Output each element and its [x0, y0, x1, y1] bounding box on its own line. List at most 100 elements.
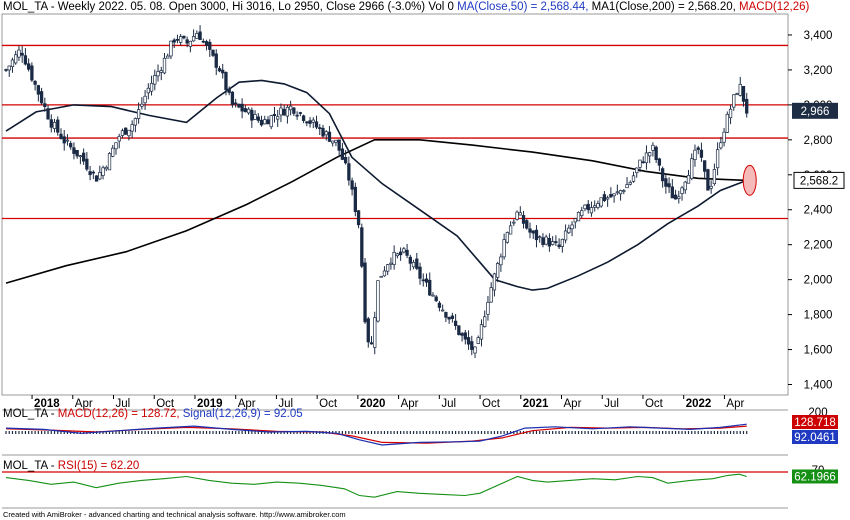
candle-body	[124, 127, 128, 135]
header-info: - Weekly 2022. 05. 08. Open 3000, Hi 301…	[47, 1, 458, 13]
macd-symbol: MOL_TA	[3, 408, 48, 420]
y-tick-label: 2,200	[804, 240, 833, 252]
macd-histogram-bar	[108, 431, 111, 434]
macd-histogram-bar	[678, 431, 680, 434]
x-tick-label: Jul	[604, 398, 619, 410]
candle-body	[75, 149, 79, 157]
y-tick-label: 2,400	[804, 205, 833, 217]
macd-histogram-bar	[497, 431, 499, 434]
macd-histogram-bar	[335, 431, 337, 434]
candle-body	[114, 142, 118, 150]
macd-histogram-bar	[710, 431, 712, 434]
macd-histogram-bar	[607, 431, 609, 434]
macd-histogram-bar	[380, 431, 382, 434]
candle-body	[434, 296, 438, 302]
candle-body	[56, 119, 60, 133]
ma50-path	[5, 79, 747, 291]
macd-histogram-bar	[205, 431, 208, 434]
macd-histogram-bar	[542, 431, 544, 434]
ma-value-label: 2,568.2	[800, 175, 838, 187]
macd-histogram-bar	[435, 431, 437, 434]
macd-histogram-bar	[312, 431, 314, 434]
macd-histogram-bar	[700, 431, 703, 434]
candle-body	[227, 88, 231, 93]
candle-body	[505, 232, 510, 243]
candle-body	[550, 241, 555, 245]
x-tick-label: 2019	[197, 398, 223, 410]
candle-body	[402, 248, 406, 253]
candle-body	[217, 68, 222, 72]
candle-body	[424, 278, 429, 283]
candle-body	[599, 197, 603, 207]
candle-body	[738, 83, 742, 96]
candle-body	[405, 249, 409, 256]
macd-histogram-bar	[623, 431, 625, 434]
candle-body	[664, 178, 668, 187]
candle-body	[596, 203, 600, 208]
macd-histogram-bar	[128, 431, 130, 434]
candle-body	[479, 324, 484, 340]
candle-body	[389, 262, 393, 265]
x-tick-label: Apr	[238, 398, 256, 410]
macd-histogram-bar	[662, 431, 664, 434]
candle-body	[285, 106, 290, 117]
macd-histogram-bar	[613, 431, 615, 434]
candle-body	[735, 93, 739, 95]
candle-body	[204, 41, 209, 46]
y-tick-label: 2,800	[804, 135, 833, 147]
candle-body	[593, 205, 597, 208]
candle-body	[450, 315, 455, 319]
macd-histogram-bar	[167, 431, 169, 434]
candle-body	[162, 57, 167, 74]
candle-body	[340, 148, 345, 160]
candle-body	[185, 39, 189, 44]
candle-body	[23, 55, 28, 65]
candle-body	[295, 114, 299, 117]
macd-histogram-bar	[348, 431, 350, 434]
macd-histogram-bar	[112, 431, 114, 434]
candle-body	[127, 129, 131, 137]
macd-histogram-bar	[225, 431, 227, 434]
candle-body	[159, 70, 163, 73]
macd-histogram-bar	[247, 431, 250, 434]
candle-body	[541, 237, 545, 245]
header-macd: MACD(12,26)	[739, 1, 810, 13]
header-ma200: MA1(Close,200) = 2,568.20,	[591, 1, 740, 13]
macd-histogram-bar	[163, 431, 166, 434]
candle-body	[36, 85, 40, 95]
candle-body	[453, 320, 458, 327]
x-tick-label: Jul	[116, 398, 131, 410]
candle-body	[334, 139, 338, 143]
candle-body	[356, 210, 361, 226]
x-tick-label: Apr	[564, 398, 582, 410]
candle-body	[78, 155, 83, 158]
macd-histogram-bar	[228, 431, 230, 434]
macd-histogram-bar	[15, 431, 17, 434]
macd-histogram-bar	[720, 431, 722, 434]
candle-body	[237, 103, 241, 108]
candle-body	[547, 238, 552, 247]
macd-histogram-bar	[697, 431, 699, 434]
candle-body	[570, 224, 574, 230]
candle-body	[62, 136, 66, 144]
candle-body	[728, 108, 733, 119]
macd-histogram-bar	[18, 431, 20, 434]
candle-body	[386, 264, 390, 272]
macd-histogram-bar	[286, 431, 289, 434]
macd-histogram-bar	[180, 431, 182, 434]
macd-histogram-bar	[445, 431, 447, 434]
candle-body	[133, 118, 138, 126]
macd-header: MOL_TA - MACD(12,26) = 128.72, Signal(12…	[3, 408, 303, 420]
candle-body	[725, 113, 729, 133]
x-tick-label: Apr	[75, 398, 93, 410]
candle-body	[263, 119, 267, 125]
macd-histogram-bar	[671, 431, 673, 434]
candle-body	[117, 136, 121, 142]
signal-label: Signal(12,26,9) = 92.05	[182, 408, 303, 420]
candle-body	[660, 168, 665, 182]
candle-body	[677, 196, 681, 199]
candle-body	[282, 108, 286, 116]
candle-body	[26, 63, 31, 70]
macd-histogram-bar	[238, 431, 240, 434]
